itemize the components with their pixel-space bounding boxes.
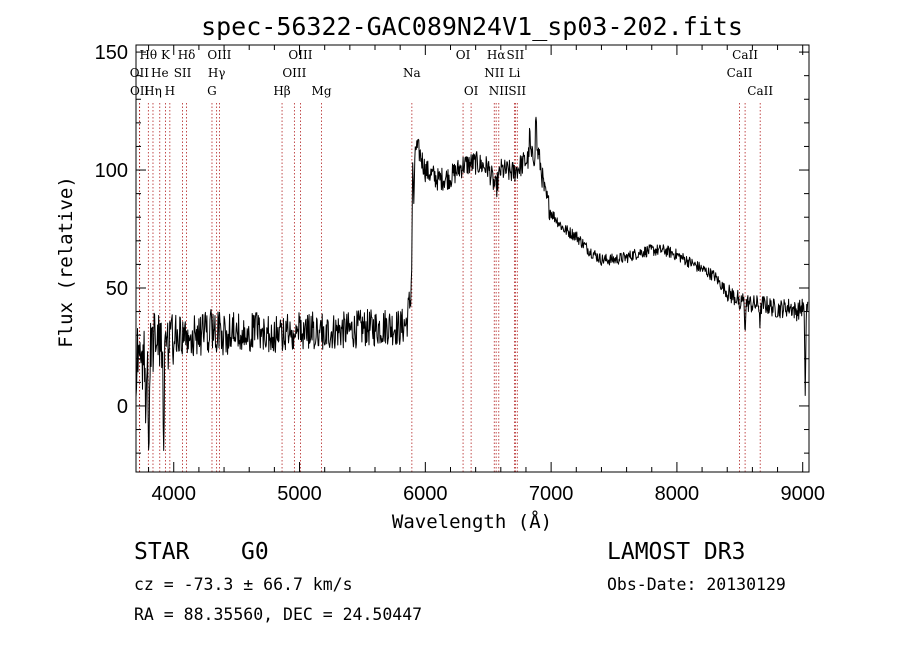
spectral-line-label: CaII [747, 84, 773, 98]
spectral-line-label: Hα [487, 48, 506, 62]
x-tick-label: 5000 [277, 483, 322, 505]
spectral-line-label: CaII [732, 48, 758, 62]
spectral-line-label: OII [130, 66, 150, 80]
spectral-line-label: Na [403, 66, 421, 80]
spectral-line-label: Mg [312, 84, 332, 98]
x-tick-label: 9000 [780, 483, 825, 505]
y-tick-label: 150 [95, 42, 128, 64]
redshift-value: cz = -73.3 ± 66.7 km/s [134, 575, 353, 594]
spectral-line-label: Hγ [208, 66, 226, 80]
y-axis-ticks: 0 50 100 150 [95, 42, 809, 454]
spectral-line-markers [138, 103, 761, 472]
spectral-line-label: OII [130, 84, 150, 98]
spectral-line-label: SII [174, 66, 192, 80]
x-tick-label: 6000 [403, 483, 448, 505]
x-tick-label: 4000 [151, 483, 196, 505]
spectral-line-label: Hδ [178, 48, 196, 62]
spectral-line-label: CaII [727, 66, 753, 80]
plot-frame [135, 44, 810, 473]
y-tick-label: 100 [95, 160, 128, 182]
spectral-line-label: OIII [288, 48, 312, 62]
x-axis-label: Wavelength (Å) [392, 510, 552, 533]
x-axis-ticks: 4000 5000 6000 7000 8000 9000 [148, 45, 825, 505]
x-tick-label: 8000 [655, 483, 700, 505]
spectral-line-label: H [165, 84, 175, 98]
spectral-line-label: NII [484, 66, 504, 80]
spectrum-trace [135, 116, 809, 451]
y-tick-label: 0 [117, 396, 128, 418]
spectral-line-label: G [207, 84, 217, 98]
chart-title: spec-56322-GAC089N24V1_sp03-202.fits [201, 12, 743, 41]
observation-date: Obs-Date: 20130129 [607, 575, 786, 594]
spectral-line-label: OIII [282, 66, 306, 80]
y-axis-label: Flux (relative) [55, 176, 77, 348]
spectral-line-label: SII [508, 84, 526, 98]
data-release: LAMOST DR3 [607, 539, 745, 565]
spectral-line-label: Hβ [273, 84, 290, 98]
spectral-line-label: Hη [144, 84, 162, 98]
spectral-line-label: Li [508, 66, 520, 80]
spectral-line-label: OI [464, 84, 479, 98]
object-class: STAR [134, 539, 190, 565]
spectral-line-label: OIII [207, 48, 231, 62]
sky-coordinates: RA = 88.35560, DEC = 24.50447 [134, 605, 422, 624]
spectral-line-label: He [151, 66, 169, 80]
spectral-line-label: Hθ [139, 48, 157, 62]
y-tick-label: 50 [106, 278, 128, 300]
spectral-line-label: SII [507, 48, 525, 62]
spectral-line-label: OI [456, 48, 471, 62]
spectral-line-label: NII [489, 84, 509, 98]
x-tick-label: 7000 [529, 483, 574, 505]
object-subclass: G0 [241, 539, 269, 565]
spectral-line-label: K [161, 48, 171, 62]
